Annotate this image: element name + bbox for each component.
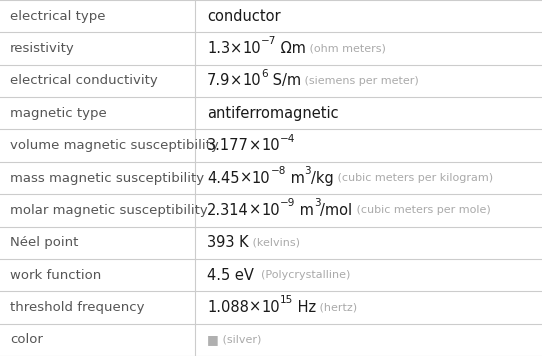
Text: 10: 10	[261, 138, 280, 153]
Text: antiferromagnetic: antiferromagnetic	[207, 106, 339, 121]
Text: −7: −7	[261, 36, 276, 46]
Text: threshold frequency: threshold frequency	[10, 301, 145, 314]
Text: 4.45: 4.45	[207, 171, 240, 185]
Text: 10: 10	[251, 171, 270, 185]
Text: ×: ×	[249, 300, 261, 315]
Text: 10: 10	[261, 203, 280, 218]
Text: (Polycrystalline): (Polycrystalline)	[254, 270, 350, 280]
Text: ×: ×	[240, 171, 251, 185]
Text: molar magnetic susceptibility: molar magnetic susceptibility	[10, 204, 208, 217]
Text: (siemens per meter): (siemens per meter)	[301, 76, 419, 86]
Text: resistivity: resistivity	[10, 42, 75, 55]
Text: /mol: /mol	[320, 203, 353, 218]
Text: 2.314: 2.314	[207, 203, 249, 218]
Text: m: m	[295, 203, 314, 218]
Text: electrical type: electrical type	[10, 10, 106, 23]
Text: S/m: S/m	[268, 73, 301, 88]
Text: 3: 3	[305, 166, 311, 176]
Text: −8: −8	[270, 166, 286, 176]
Text: (cubic meters per mole): (cubic meters per mole)	[353, 205, 491, 215]
Text: 10: 10	[261, 300, 280, 315]
Text: conductor: conductor	[207, 9, 281, 24]
Text: −4: −4	[280, 134, 295, 143]
Text: 10: 10	[243, 73, 261, 88]
Text: (kelvins): (kelvins)	[249, 238, 300, 248]
Text: Hz: Hz	[293, 300, 316, 315]
Text: electrical conductivity: electrical conductivity	[10, 74, 158, 88]
Text: /kg: /kg	[311, 171, 334, 185]
Text: −9: −9	[280, 198, 295, 208]
Text: 393 K: 393 K	[207, 235, 249, 250]
Text: 10: 10	[242, 41, 261, 56]
Text: m: m	[286, 171, 305, 185]
Text: ×: ×	[249, 138, 261, 153]
Text: ×: ×	[230, 41, 242, 56]
Text: (ohm meters): (ohm meters)	[306, 43, 386, 53]
Text: color: color	[10, 333, 43, 346]
Text: 1.3: 1.3	[207, 41, 230, 56]
Text: work function: work function	[10, 268, 101, 282]
Text: ×: ×	[249, 203, 261, 218]
Text: (silver): (silver)	[219, 335, 261, 345]
Text: 15: 15	[280, 295, 293, 305]
Text: 1.088: 1.088	[207, 300, 249, 315]
Text: ■: ■	[207, 333, 219, 346]
Text: Néel point: Néel point	[10, 236, 79, 249]
Text: (cubic meters per kilogram): (cubic meters per kilogram)	[334, 173, 493, 183]
Text: 4.5 eV: 4.5 eV	[207, 268, 254, 283]
Text: volume magnetic susceptibility: volume magnetic susceptibility	[10, 139, 219, 152]
Text: (hertz): (hertz)	[316, 303, 357, 313]
Text: mass magnetic susceptibility: mass magnetic susceptibility	[10, 172, 204, 184]
Text: 3.177: 3.177	[207, 138, 249, 153]
Text: Ωm: Ωm	[276, 41, 306, 56]
Text: ×: ×	[230, 73, 243, 88]
Text: magnetic type: magnetic type	[10, 107, 107, 120]
Text: 7.9: 7.9	[207, 73, 230, 88]
Text: 6: 6	[261, 69, 268, 79]
Text: 3: 3	[314, 198, 320, 208]
